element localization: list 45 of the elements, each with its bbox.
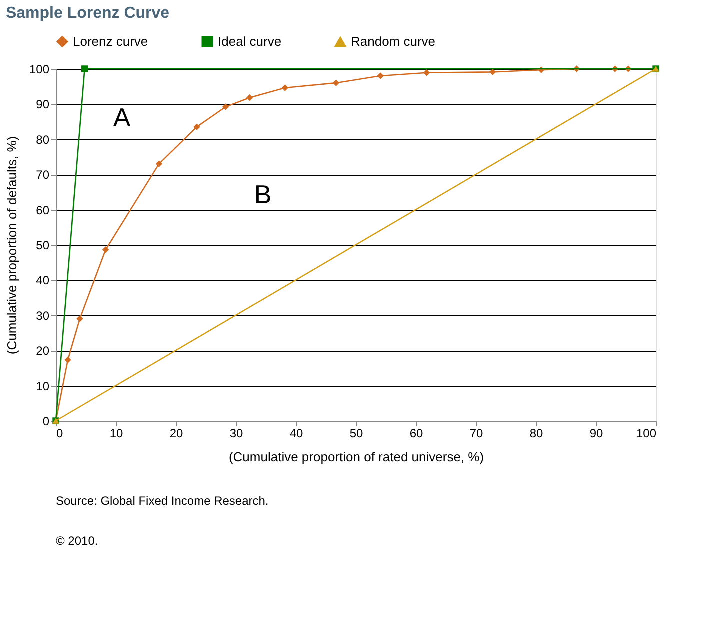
- y-tick-label: 40: [36, 274, 50, 288]
- y-axis-title: (Cumulative proportion of defaults, %): [4, 136, 20, 355]
- x-tick-label: 80: [530, 426, 544, 440]
- x-tick-label: 50: [350, 426, 364, 440]
- y-tick-label: 30: [36, 308, 50, 323]
- point: [222, 104, 230, 110]
- point: [156, 160, 163, 168]
- y-tick-label: 20: [36, 344, 50, 358]
- chart-title: Sample Lorenz Curve: [6, 5, 170, 22]
- x-tick-label: 40: [290, 426, 304, 440]
- y-tick-label: 0: [42, 414, 50, 428]
- x-tick-label: 70: [470, 426, 484, 440]
- x-tick-label: 20: [170, 426, 184, 440]
- x-tick-label: 0: [56, 426, 64, 440]
- point: [423, 70, 430, 76]
- x-tick-label: 10: [110, 426, 124, 440]
- x-tick-label: 90: [590, 426, 604, 440]
- text: © 2010.: [56, 534, 98, 548]
- point: [81, 66, 88, 72]
- annotation: A: [113, 102, 132, 132]
- y-tick-label: 90: [36, 98, 50, 112]
- y-tick-label: 50: [36, 238, 50, 252]
- y-tick-label: 70: [36, 168, 50, 182]
- point: [282, 84, 289, 92]
- y-tick-label: 60: [36, 203, 50, 218]
- point: [194, 124, 200, 130]
- point: [489, 68, 496, 76]
- x-tick-label: 100: [636, 426, 657, 440]
- y-tick-label: 100: [29, 62, 50, 76]
- point: [246, 94, 254, 102]
- point: [76, 316, 84, 322]
- point: [377, 72, 384, 80]
- point: [64, 356, 72, 364]
- x-tick-label: 60: [410, 426, 424, 440]
- y-tick-label: 10: [36, 379, 50, 394]
- y-tick-label: 80: [36, 132, 50, 147]
- legend-label: Random curve: [351, 34, 436, 50]
- x-tick-label: 30: [230, 426, 244, 440]
- x-axis-title: (Cumulative proportion of rated universe, %): [228, 450, 484, 464]
- point: [102, 246, 110, 254]
- annotation: B: [254, 180, 272, 210]
- source-note: Source: Global Fixed Income Research.: [56, 494, 269, 508]
- point: [332, 80, 340, 86]
- legend-label: Ideal curve: [218, 34, 282, 49]
- legend-label: Lorenz curve: [73, 34, 148, 49]
